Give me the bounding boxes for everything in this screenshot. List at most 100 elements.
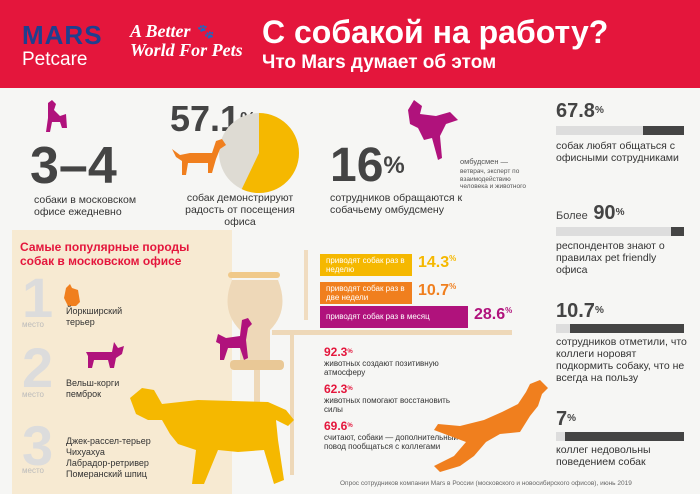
chair-seat [230, 360, 284, 370]
freq-label-2: приводят собак раз в две недели [326, 284, 405, 302]
atmosphere-item: 69.6% считают, собаки — дополнительный п… [324, 420, 464, 452]
rules-label: респондентов знают о правилах pet friend… [556, 240, 665, 276]
dogs-count-label: собаки в московском офисе ежедневно [34, 194, 137, 218]
atmosphere-label: животных создают позитивную атмосферу [324, 359, 439, 377]
unhappy-unit: % [567, 413, 577, 424]
header-banner [0, 0, 700, 88]
ombudsman-stat: 16% [330, 142, 405, 190]
freq-number-1: 14.3 [418, 254, 450, 271]
breed-name: Померанский шпиц [66, 469, 147, 479]
ombudsman-note: ветврач, эксперт по взаимодействию челов… [460, 168, 526, 190]
petcare-logo: Petcare [22, 49, 88, 70]
unhappy-bar-fill [556, 432, 565, 441]
social-unit: % [594, 105, 604, 116]
atmosphere-item: 92.3% животных создают позитивную атмосф… [324, 345, 464, 378]
breed-name: Лабрадор-ретривер [66, 458, 149, 468]
place-1-word: место [22, 320, 44, 329]
place-3-number: 3 [22, 414, 54, 477]
ombudsman-note-title: омбудсмен — [460, 157, 509, 166]
breeds-title: Самые популярные породы собак в московск… [20, 240, 190, 268]
breed-name: пемброк [66, 389, 102, 399]
ombudsman-value: 16 [330, 139, 384, 192]
freq-label-1: приводят собак раз в неделю [326, 256, 405, 274]
ombudsman-unit: % [383, 152, 405, 179]
place-1-number: 1 [22, 266, 54, 329]
rules-bar [556, 227, 684, 236]
atmosphere-list: 92.3% животных создают позитивную атмосф… [324, 345, 464, 452]
chair-post [254, 370, 260, 410]
disturb-label: сотрудников отметили, что коллеги норовя… [556, 336, 687, 384]
place-1-breeds: Йоркширский терьер [66, 306, 122, 328]
disturb-stat: 10.7% [556, 300, 604, 322]
freq-bar-3: приводят собак раз в месяц [320, 306, 468, 328]
social-bar-fill [556, 126, 643, 135]
jumping-dog-icon [408, 100, 458, 160]
dogs-count-value: 3–4 [30, 137, 117, 195]
atmosphere-label: считают, собаки — дополнительный повод п… [324, 433, 458, 451]
orange-dog-icon [172, 139, 226, 175]
chair-headrest [228, 272, 280, 278]
place-2-breeds: Вельш-корги пемброк [66, 378, 119, 400]
breed-name: Чихуахуа [66, 447, 105, 457]
breed-name: Йоркширский [66, 306, 123, 316]
social-stat: 67.8% [556, 100, 604, 122]
page-subtitle: Что Mars думает об этом [262, 52, 497, 73]
social-label: собак любят общаться с офисными сотрудни… [556, 140, 679, 164]
slogan-line1: A Better [130, 21, 191, 41]
unhappy-value: 7 [556, 408, 568, 430]
disturb-value: 10.7 [556, 300, 595, 322]
breed-name: Вельш-корги [66, 378, 120, 388]
ombudsman-label: сотрудников обращаются к собачьему омбуд… [330, 192, 463, 216]
desk-top [272, 330, 512, 335]
joy-label: собак демонстрируют радость от посещения… [185, 192, 295, 228]
freq-value-1: 14.3% [418, 254, 456, 272]
slogan: A Better World For Pets [130, 22, 243, 60]
atmosphere-unit: % [347, 386, 353, 392]
desk-leg [290, 335, 294, 475]
atmosphere-value: 62.3 [324, 382, 348, 396]
freq-unit-1: % [449, 254, 457, 263]
breed-name: терьер [66, 317, 95, 327]
atmosphere-item: 62.3% животных помогают восстановить сил… [324, 382, 464, 415]
breeds-panel [12, 230, 232, 494]
yorkie-icon [64, 284, 80, 306]
unhappy-label: коллег недовольны поведением собак [556, 444, 651, 468]
freq-value-2: 10.7% [418, 282, 456, 300]
paw-icon: 🐾 [197, 23, 215, 39]
footer-note: Опрос сотрудников компании Mars в России… [340, 480, 632, 487]
atmosphere-unit: % [347, 349, 353, 355]
social-value: 67.8 [556, 100, 595, 122]
freq-number-2: 10.7 [418, 282, 450, 299]
monitor-stand [304, 250, 308, 320]
rules-value: 90 [593, 202, 616, 224]
social-bar [556, 126, 684, 135]
corgi-icon [86, 342, 124, 368]
purple-dog-icon [216, 318, 252, 360]
freq-unit-3: % [505, 306, 513, 315]
rules-unit: % [615, 207, 625, 218]
freq-value-3: 28.6% [474, 306, 512, 324]
page-title: С собакой на работу? [262, 14, 609, 50]
atmosphere-value: 92.3 [324, 345, 348, 359]
place-2-word: место [22, 390, 44, 399]
mars-logo: MARS [22, 20, 103, 50]
disturb-bar-fill [556, 324, 570, 333]
atmosphere-unit: % [347, 423, 353, 429]
freq-number-3: 28.6 [474, 306, 506, 323]
rules-prefix: Более [556, 210, 588, 222]
disturb-bar [556, 324, 684, 333]
breed-name: Джек-рассел-терьер [66, 436, 151, 446]
atmosphere-label: животных помогают восстановить силы [324, 396, 450, 414]
joy-pie-chart [219, 113, 299, 193]
unhappy-bar [556, 432, 684, 441]
rules-bar-fill [556, 227, 672, 236]
small-dog-icon [46, 100, 67, 132]
disturb-unit: % [594, 305, 604, 316]
freq-bar-2: приводят собак раз в две недели [320, 282, 412, 304]
freq-bar-1: приводят собак раз в неделю [320, 254, 412, 276]
place-2-number: 2 [22, 336, 54, 399]
freq-label-3: приводят собак раз в месяц [326, 312, 430, 321]
unhappy-stat: 7% [556, 408, 576, 430]
orange-running-dog-icon [434, 380, 548, 472]
place-3-word: место [22, 466, 44, 475]
